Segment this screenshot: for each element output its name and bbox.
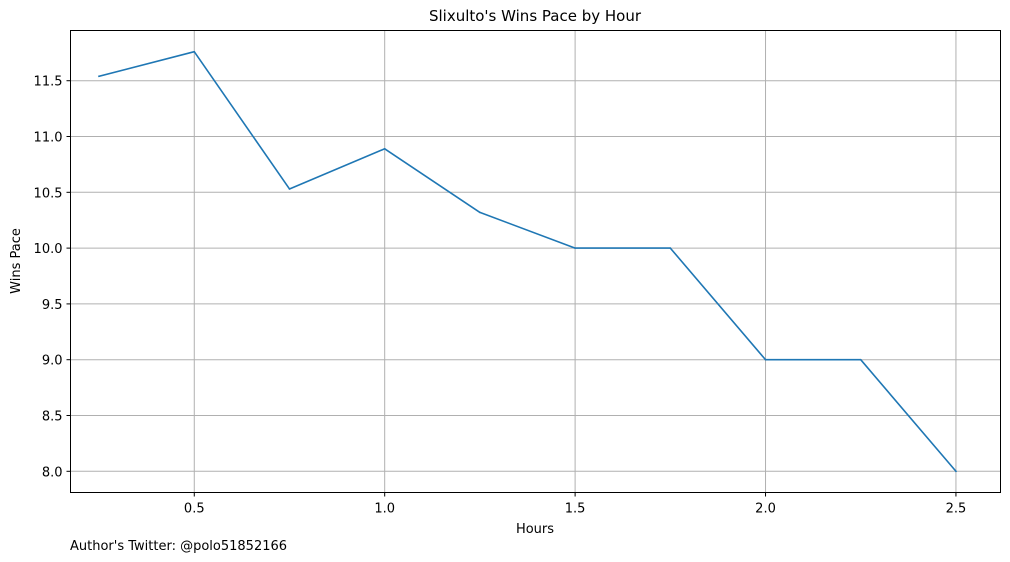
x-tick-label: 1.0	[374, 502, 395, 517]
y-tick-label: 10.0	[34, 242, 63, 257]
x-axis-label: Hours	[516, 522, 554, 537]
data-point	[193, 50, 196, 53]
data-point	[288, 188, 291, 190]
data-point	[859, 358, 862, 361]
data-point	[383, 147, 386, 150]
x-tick-label: 0.5	[184, 502, 205, 517]
data-point	[764, 358, 767, 361]
x-tick-label: 2.0	[755, 502, 776, 517]
y-tick-label: 8.5	[42, 410, 63, 425]
data-point	[479, 211, 481, 214]
axis-ticks: 0.5 1.0 1.5 2.0 2.5 8.0 8.5 9.0 9.5 10.0 10.5 11.0 1…	[34, 75, 967, 517]
grid	[70, 30, 1001, 493]
data-point	[98, 75, 100, 78]
y-tick-label: 10.5	[34, 186, 63, 201]
series-layer	[98, 50, 958, 473]
plot-frame	[70, 30, 1001, 493]
x-tick-label: 2.5	[946, 502, 967, 517]
y-tick-label: 11.5	[34, 75, 63, 90]
y-tick-label: 8.0	[42, 465, 63, 480]
data-point	[574, 247, 576, 249]
chart-title: Slixulto's Wins Pace by Hour	[429, 7, 642, 25]
x-tick-label: 1.5	[565, 502, 586, 517]
y-tick-label: 9.5	[42, 298, 63, 313]
data-point	[669, 247, 672, 249]
author-credit: Author's Twitter: @polo51852166	[70, 539, 287, 554]
data-point	[955, 470, 957, 473]
series-line	[98, 50, 958, 473]
y-tick-label: 9.0	[42, 354, 63, 369]
y-tick-label: 11.0	[34, 131, 63, 146]
y-axis-label: Wins Pace	[9, 228, 24, 294]
